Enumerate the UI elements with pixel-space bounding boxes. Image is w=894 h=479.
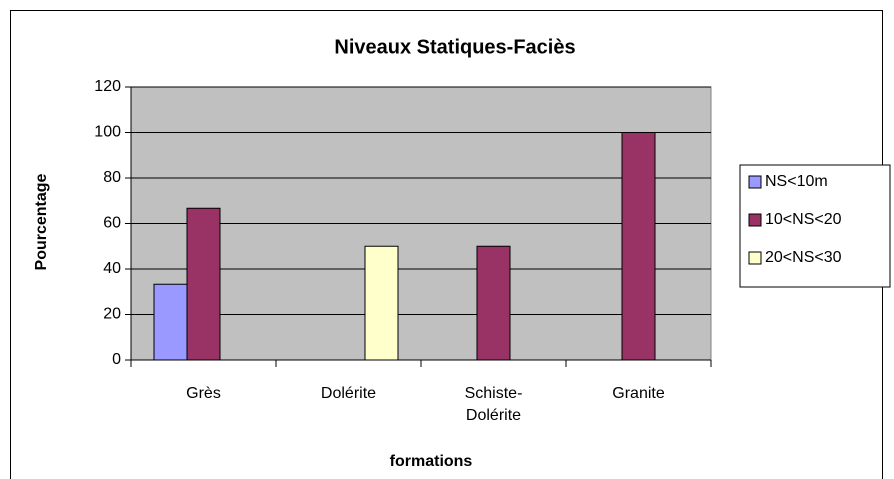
y-axis-label: Pourcentage bbox=[33, 173, 50, 270]
legend-label: 20<NS<30 bbox=[765, 249, 842, 266]
legend-swatch bbox=[748, 175, 762, 189]
x-tick-label: Dolérite bbox=[320, 385, 377, 402]
x-tick-label: Schiste-Dolérite bbox=[464, 385, 523, 424]
legend-swatch bbox=[748, 251, 762, 265]
y-tick-label: 60 bbox=[103, 215, 121, 232]
y-tick-label: 40 bbox=[103, 260, 121, 277]
legend-label: 10<NS<20 bbox=[765, 211, 842, 228]
x-tick-label: Granite bbox=[612, 385, 665, 402]
y-tick-label: 120 bbox=[94, 78, 121, 95]
bar bbox=[621, 132, 656, 361]
bar bbox=[364, 245, 399, 361]
y-tick-label: 100 bbox=[94, 124, 121, 141]
y-tick-label: 20 bbox=[103, 306, 121, 323]
y-tick-label: 0 bbox=[112, 351, 121, 368]
bar bbox=[153, 283, 188, 361]
chart-title: Niveaux Statiques-Faciès bbox=[334, 36, 575, 58]
bar bbox=[186, 207, 221, 361]
x-tick-label: Grès bbox=[186, 385, 221, 402]
y-tick-label: 80 bbox=[103, 169, 121, 186]
legend-label: NS<10m bbox=[765, 173, 828, 190]
legend-box bbox=[739, 164, 891, 288]
legend-swatch bbox=[748, 213, 762, 227]
x-axis-label: formations bbox=[390, 453, 473, 470]
bar bbox=[476, 245, 511, 361]
